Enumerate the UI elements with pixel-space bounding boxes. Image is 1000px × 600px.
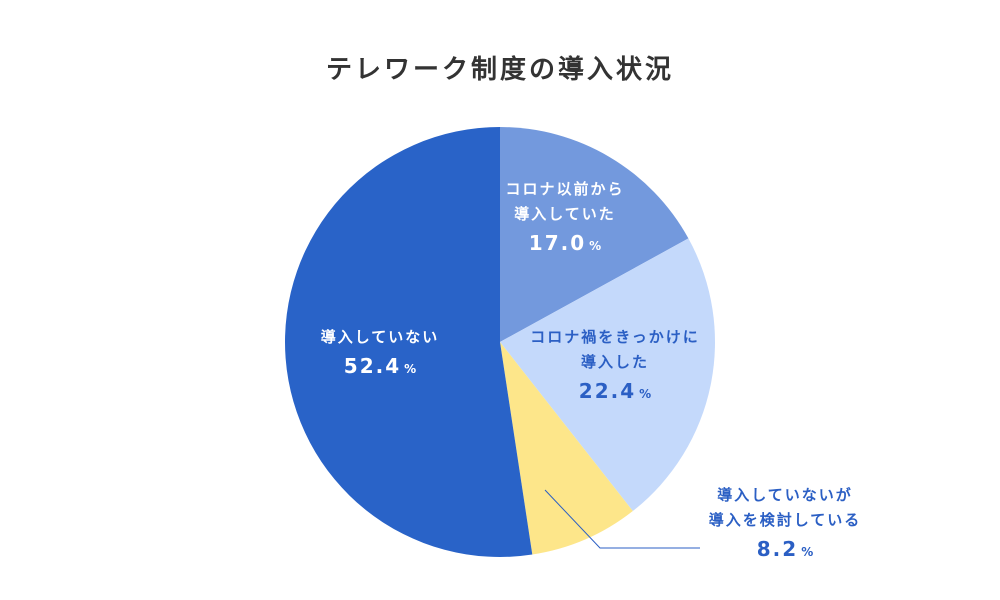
slice-label: 導入していないが xyxy=(717,486,853,504)
slice-value-label: 17.0% xyxy=(529,231,601,255)
chart-title: テレワーク制度の導入状況 xyxy=(326,54,674,85)
slice-value-label: 22.4% xyxy=(579,379,651,403)
slice-label: 導入していた xyxy=(514,205,616,223)
slice-label: 導入した xyxy=(581,353,649,371)
pie-slices xyxy=(284,127,715,557)
slice-value-label: 52.4% xyxy=(344,354,416,378)
leader-line xyxy=(544,489,700,549)
pie-slice xyxy=(284,127,533,557)
pie-slice xyxy=(500,342,633,555)
slice-label: コロナ以前から xyxy=(505,180,624,198)
slice-value-label: 8.2% xyxy=(757,537,813,561)
slice-label: 導入を検討している xyxy=(709,511,862,529)
pie-slice xyxy=(500,127,689,342)
slice-label: コロナ禍をきっかけに xyxy=(530,328,699,346)
pie-slice xyxy=(500,238,715,512)
leader-lines xyxy=(544,489,700,549)
slice-label: 導入していない xyxy=(321,328,440,346)
